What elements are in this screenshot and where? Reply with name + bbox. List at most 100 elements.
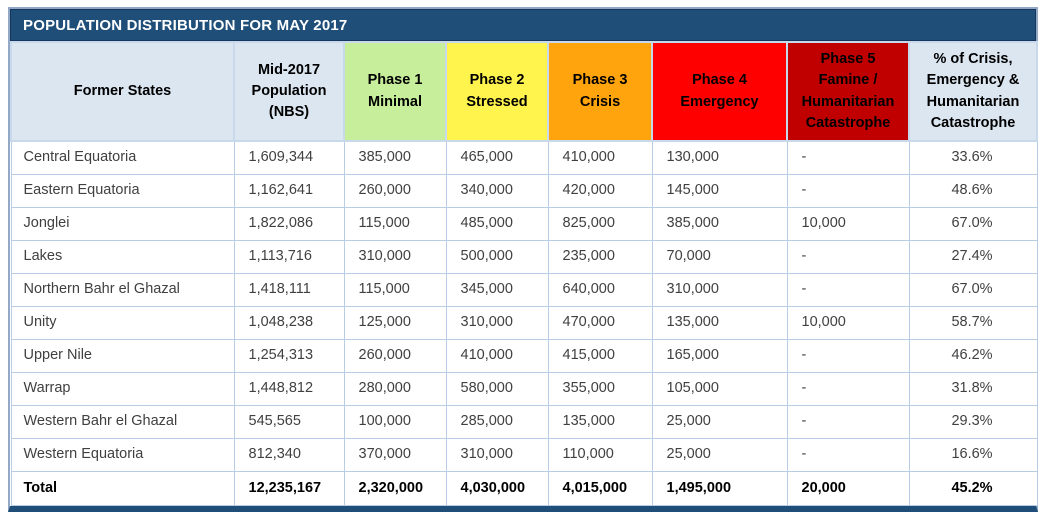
cell-phase5: 10,000: [786, 206, 910, 241]
table-row: Northern Bahr el Ghazal 1,418,111 115,000 3…: [10, 272, 1038, 307]
cell-phase1: 125,000: [343, 305, 447, 340]
table-row: Upper Nile 1,254,313 260,000 410,000 415,000…: [10, 338, 1038, 373]
table-row: Lakes 1,113,716 310,000 500,000 235,000 70,00…: [10, 239, 1038, 274]
cell-state: Total: [10, 470, 235, 506]
table-row: Western Equatoria 812,340 370,000 310,000 11…: [10, 437, 1038, 472]
header-phase1-minimal: Phase 1 Minimal: [343, 41, 447, 142]
cell-phase1: 385,000: [343, 140, 447, 175]
cell-phase2: 310,000: [445, 305, 549, 340]
cell-phase3: 410,000: [547, 140, 653, 175]
cell-phase3: 825,000: [547, 206, 653, 241]
cell-population: 1,418,111: [233, 272, 345, 307]
cell-population: 1,609,344: [233, 140, 345, 175]
cell-phase4: 25,000: [651, 404, 788, 439]
cell-phase2: 345,000: [445, 272, 549, 307]
cell-phase5: -: [786, 338, 910, 373]
cell-phase2: 465,000: [445, 140, 549, 175]
cell-phase4: 1,495,000: [651, 470, 788, 506]
cell-phase4: 385,000: [651, 206, 788, 241]
cell-pct: 67.0%: [908, 272, 1038, 307]
cell-state: Lakes: [10, 239, 235, 274]
cell-phase3: 110,000: [547, 437, 653, 472]
cell-population: 1,162,641: [233, 173, 345, 208]
cell-phase5: -: [786, 404, 910, 439]
cell-pct: 33.6%: [908, 140, 1038, 175]
cell-phase1: 370,000: [343, 437, 447, 472]
table-body: Central Equatoria 1,609,344 385,000 465,000…: [10, 140, 1038, 506]
cell-phase5: 20,000: [786, 470, 910, 506]
table-row: Jonglei 1,822,086 115,000 485,000 825,000 385…: [10, 206, 1038, 241]
cell-phase3: 135,000: [547, 404, 653, 439]
cell-phase4: 165,000: [651, 338, 788, 373]
cell-phase2: 285,000: [445, 404, 549, 439]
header-former-states: Former States: [10, 41, 235, 142]
cell-state: Jonglei: [10, 206, 235, 241]
cell-phase1: 260,000: [343, 173, 447, 208]
cell-population: 812,340: [233, 437, 345, 472]
cell-phase2: 410,000: [445, 338, 549, 373]
header-phase4-emergency: Phase 4 Emergency: [651, 41, 788, 142]
cell-phase5: -: [786, 140, 910, 175]
cell-pct: 46.2%: [908, 338, 1038, 373]
population-distribution-table: Former States Mid-2017 Population (NBS) …: [10, 41, 1038, 506]
cell-pct: 58.7%: [908, 305, 1038, 340]
cell-phase5: -: [786, 239, 910, 274]
cell-state: Western Bahr el Ghazal: [10, 404, 235, 439]
header-pct-crisis-plus: % of Crisis, Emergency & Humanitarian Ca…: [908, 41, 1038, 142]
table-header-row: Former States Mid-2017 Population (NBS) …: [10, 41, 1038, 142]
cell-phase3: 640,000: [547, 272, 653, 307]
cell-phase4: 25,000: [651, 437, 788, 472]
total-row: Total 12,235,167 2,320,000 4,030,000 4,015,0…: [10, 470, 1038, 506]
population-distribution-panel: POPULATION DISTRIBUTION FOR MAY 2017 For…: [8, 7, 1038, 512]
cell-population: 1,113,716: [233, 239, 345, 274]
cell-phase4: 130,000: [651, 140, 788, 175]
cell-phase1: 280,000: [343, 371, 447, 406]
table-row: Western Bahr el Ghazal 545,565 100,000 285,…: [10, 404, 1038, 439]
header-phase3-crisis: Phase 3 Crisis: [547, 41, 653, 142]
cell-phase5: -: [786, 371, 910, 406]
cell-state: Western Equatoria: [10, 437, 235, 472]
cell-phase1: 260,000: [343, 338, 447, 373]
cell-population: 1,254,313: [233, 338, 345, 373]
cell-phase5: -: [786, 272, 910, 307]
cell-population: 12,235,167: [233, 470, 345, 506]
table-row: Eastern Equatoria 1,162,641 260,000 340,000…: [10, 173, 1038, 208]
cell-phase1: 115,000: [343, 272, 447, 307]
cell-phase1: 100,000: [343, 404, 447, 439]
header-phase5-famine: Phase 5 Famine / Humanitarian Catastroph…: [786, 41, 910, 142]
table-row: Warrap 1,448,812 280,000 580,000 355,000 105,…: [10, 371, 1038, 406]
cell-phase3: 470,000: [547, 305, 653, 340]
table-row: Unity 1,048,238 125,000 310,000 470,000 135,0…: [10, 305, 1038, 340]
cell-state: Northern Bahr el Ghazal: [10, 272, 235, 307]
header-mid-2017-population: Mid-2017 Population (NBS): [233, 41, 345, 142]
cell-population: 545,565: [233, 404, 345, 439]
cell-pct: 45.2%: [908, 470, 1038, 506]
cell-pct: 48.6%: [908, 173, 1038, 208]
cell-phase2: 485,000: [445, 206, 549, 241]
cell-state: Central Equatoria: [10, 140, 235, 175]
header-phase2-stressed: Phase 2 Stressed: [445, 41, 549, 142]
cell-phase1: 310,000: [343, 239, 447, 274]
cell-state: Unity: [10, 305, 235, 340]
cell-pct: 31.8%: [908, 371, 1038, 406]
cell-state: Warrap: [10, 371, 235, 406]
cell-pct: 67.0%: [908, 206, 1038, 241]
cell-state: Upper Nile: [10, 338, 235, 373]
cell-pct: 16.6%: [908, 437, 1038, 472]
cell-phase3: 355,000: [547, 371, 653, 406]
cell-phase5: 10,000: [786, 305, 910, 340]
cell-population: 1,448,812: [233, 371, 345, 406]
cell-phase5: -: [786, 437, 910, 472]
cell-phase3: 235,000: [547, 239, 653, 274]
cell-phase4: 70,000: [651, 239, 788, 274]
cell-pct: 29.3%: [908, 404, 1038, 439]
cell-phase1: 2,320,000: [343, 470, 447, 506]
cell-phase4: 310,000: [651, 272, 788, 307]
cell-population: 1,048,238: [233, 305, 345, 340]
table-row: Central Equatoria 1,609,344 385,000 465,000…: [10, 140, 1038, 175]
cell-phase2: 580,000: [445, 371, 549, 406]
table-title: POPULATION DISTRIBUTION FOR MAY 2017: [23, 16, 348, 34]
cell-phase2: 340,000: [445, 173, 549, 208]
cell-phase4: 135,000: [651, 305, 788, 340]
